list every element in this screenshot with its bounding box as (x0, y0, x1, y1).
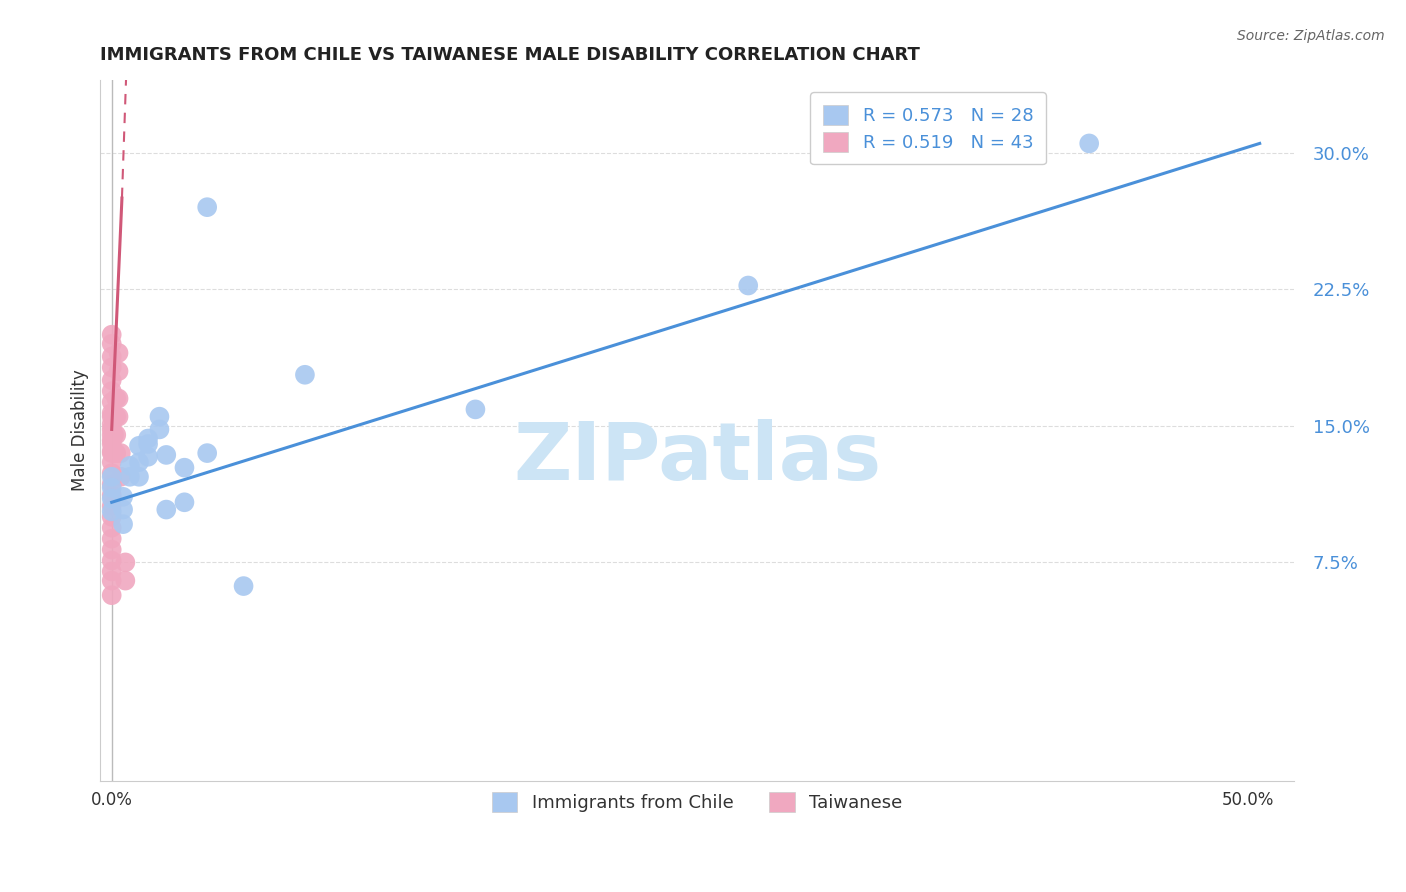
Point (1078, 136, 1101, 151)
Point (100, 417, 122, 431)
Point (100, 395, 122, 409)
Point (232, 579, 254, 593)
Text: Source: ZipAtlas.com: Source: ZipAtlas.com (1237, 29, 1385, 43)
Point (155, 502, 177, 516)
Point (173, 495, 195, 509)
Point (107, 392, 129, 406)
Point (100, 574, 122, 588)
Point (118, 470, 141, 484)
Point (136, 432, 159, 446)
Point (100, 532, 122, 546)
Point (173, 460, 195, 475)
Point (195, 446, 218, 460)
Point (100, 350, 122, 364)
Point (128, 439, 150, 453)
Point (294, 368, 316, 382)
Point (100, 360, 122, 375)
Point (136, 437, 159, 451)
Point (128, 455, 150, 469)
Point (148, 422, 170, 436)
Point (100, 446, 122, 460)
Point (107, 409, 129, 424)
Point (105, 409, 128, 424)
Point (114, 555, 136, 569)
Point (100, 470, 122, 484)
Point (737, 278, 759, 293)
Point (148, 409, 170, 424)
Point (110, 470, 132, 484)
Point (100, 553, 122, 567)
Point (464, 402, 486, 417)
Point (100, 504, 122, 518)
Text: ZIPatlas: ZIPatlas (513, 419, 882, 498)
Point (100, 521, 122, 535)
Point (155, 448, 177, 462)
Y-axis label: Male Disability: Male Disability (72, 369, 89, 491)
Point (100, 542, 122, 557)
Point (103, 446, 125, 460)
Point (100, 422, 122, 436)
Point (100, 499, 122, 513)
Point (107, 364, 129, 378)
Point (105, 428, 128, 442)
Point (110, 446, 132, 460)
Point (100, 409, 122, 424)
Point (100, 488, 122, 502)
Point (128, 470, 150, 484)
Point (136, 450, 159, 464)
Point (100, 373, 122, 387)
Point (107, 346, 129, 360)
Point (100, 565, 122, 579)
Point (100, 434, 122, 448)
Point (100, 336, 122, 351)
Point (100, 327, 122, 342)
Point (100, 491, 122, 506)
Point (114, 574, 136, 588)
Point (100, 455, 122, 469)
Point (100, 444, 122, 458)
Point (105, 392, 128, 406)
Legend: Immigrants from Chile, Taiwanese: Immigrants from Chile, Taiwanese (479, 780, 915, 824)
Point (118, 458, 141, 473)
Point (105, 446, 128, 460)
Point (103, 428, 125, 442)
Text: IMMIGRANTS FROM CHILE VS TAIWANESE MALE DISABILITY CORRELATION CHART: IMMIGRANTS FROM CHILE VS TAIWANESE MALE … (100, 46, 920, 64)
Point (100, 466, 122, 480)
Point (195, 200, 218, 214)
Point (112, 502, 135, 516)
Point (100, 384, 122, 399)
Point (100, 477, 122, 491)
Point (100, 406, 122, 420)
Point (100, 481, 122, 495)
Point (100, 428, 122, 442)
Point (100, 588, 122, 602)
Point (100, 509, 122, 524)
Point (112, 490, 135, 504)
Point (100, 437, 122, 451)
Point (112, 517, 135, 532)
